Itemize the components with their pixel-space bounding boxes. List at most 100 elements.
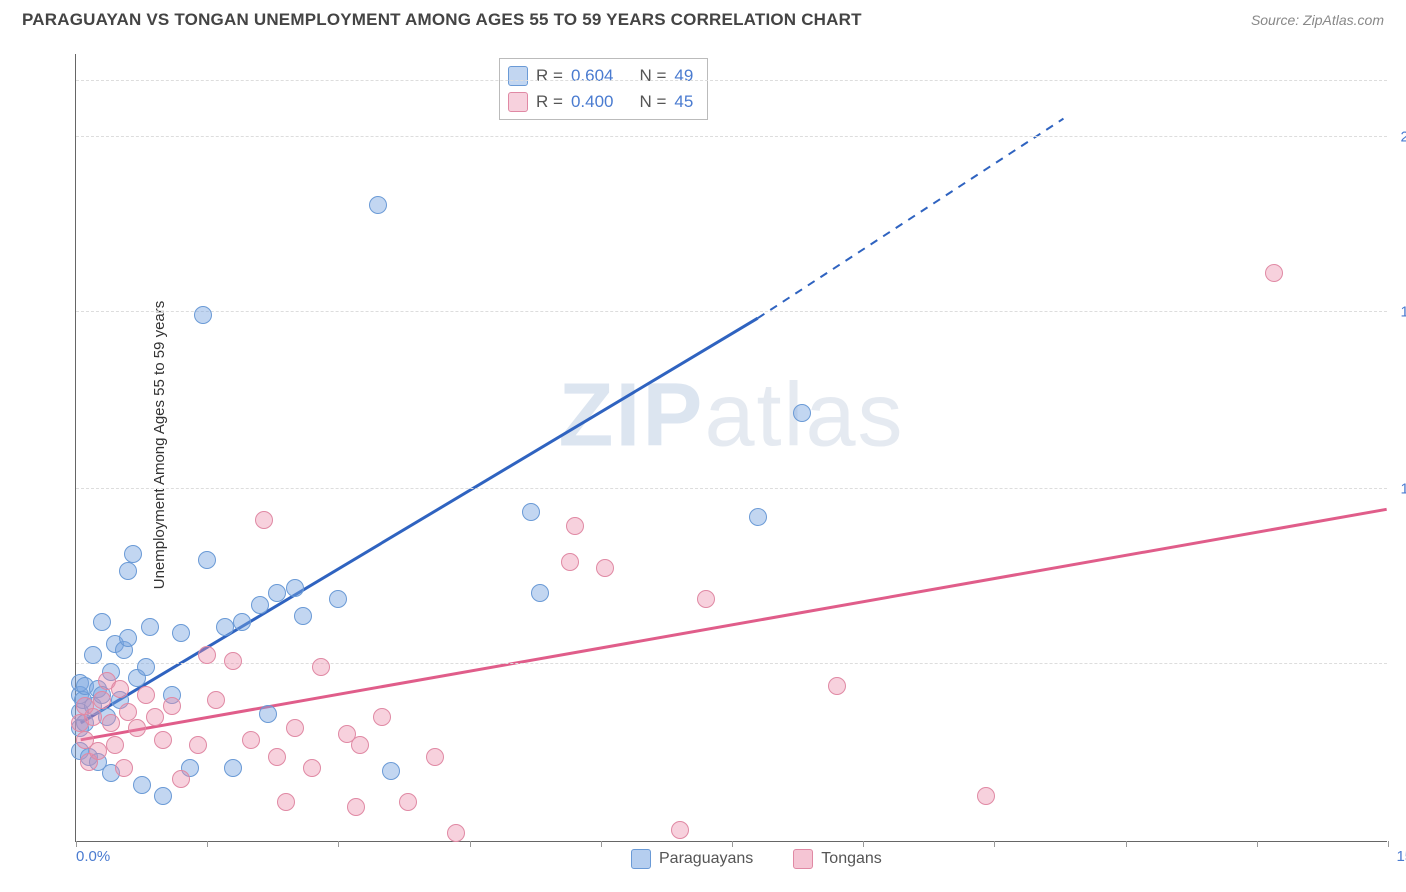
legend-label-tongans: Tongans: [821, 850, 882, 868]
scatter-point: [286, 719, 304, 737]
y-tick-label: 18.8%: [1400, 303, 1406, 320]
scatter-point: [207, 691, 225, 709]
trend-line-dashed: [758, 119, 1064, 319]
scatter-point: [198, 551, 216, 569]
scatter-point: [259, 705, 277, 723]
scatter-point: [89, 742, 107, 760]
scatter-point: [154, 731, 172, 749]
scatter-point: [697, 590, 715, 608]
scatter-point: [749, 508, 767, 526]
plot-area: ZIPatlas R = 0.604 N = 49 R = 0.400 N = …: [75, 54, 1387, 842]
scatter-point: [303, 759, 321, 777]
source-label: Source: ZipAtlas.com: [1251, 12, 1384, 28]
chart-container: Unemployment Among Ages 55 to 59 years Z…: [47, 40, 1387, 850]
stat-legend: R = 0.604 N = 49 R = 0.400 N = 45: [499, 58, 708, 120]
scatter-point: [233, 613, 251, 631]
scatter-point: [119, 703, 137, 721]
legend-item-paraguayans: Paraguayans: [631, 849, 753, 869]
scatter-point: [137, 686, 155, 704]
scatter-point: [255, 511, 273, 529]
scatter-point: [312, 658, 330, 676]
scatter-point: [242, 731, 260, 749]
scatter-point: [224, 652, 242, 670]
stat-r-tongans: 0.400: [571, 89, 614, 115]
scatter-point: [1265, 264, 1283, 282]
stat-r-label: R =: [536, 63, 563, 89]
scatter-point: [119, 562, 137, 580]
scatter-point: [522, 503, 540, 521]
scatter-point: [294, 607, 312, 625]
y-tick-label: 12.5%: [1400, 481, 1406, 498]
scatter-point: [566, 517, 584, 535]
x-tick: [863, 841, 864, 847]
stat-row-paraguayans: R = 0.604 N = 49: [508, 63, 693, 89]
chart-title: PARAGUAYAN VS TONGAN UNEMPLOYMENT AMONG …: [22, 10, 862, 30]
scatter-point: [793, 404, 811, 422]
swatch-tongans: [508, 92, 528, 112]
scatter-point: [198, 646, 216, 664]
scatter-point: [671, 821, 689, 839]
scatter-point: [369, 196, 387, 214]
watermark-bold: ZIP: [558, 366, 704, 466]
scatter-point: [84, 708, 102, 726]
stat-r-label: R =: [536, 89, 563, 115]
scatter-point: [277, 793, 295, 811]
scatter-point: [561, 553, 579, 571]
x-tick: [338, 841, 339, 847]
x-tick-max: 15.0%: [1396, 848, 1406, 865]
legend-swatch-paraguayans: [631, 849, 651, 869]
scatter-point: [531, 584, 549, 602]
scatter-point: [251, 596, 269, 614]
scatter-point: [102, 714, 120, 732]
scatter-point: [189, 736, 207, 754]
stat-r-paraguayans: 0.604: [571, 63, 614, 89]
scatter-point: [93, 691, 111, 709]
scatter-point: [268, 748, 286, 766]
scatter-point: [172, 624, 190, 642]
scatter-point: [224, 759, 242, 777]
stat-row-tongans: R = 0.400 N = 45: [508, 89, 693, 115]
stat-n-paraguayans: 49: [674, 63, 693, 89]
scatter-point: [146, 708, 164, 726]
x-tick: [732, 841, 733, 847]
scatter-point: [111, 680, 129, 698]
scatter-point: [93, 613, 111, 631]
legend-item-tongans: Tongans: [793, 849, 882, 869]
legend-label-paraguayans: Paraguayans: [659, 850, 753, 868]
legend-swatch-tongans: [793, 849, 813, 869]
scatter-point: [119, 629, 137, 647]
x-tick: [601, 841, 602, 847]
x-tick: [1388, 841, 1389, 847]
watermark: ZIPatlas: [558, 365, 904, 468]
stat-n-label: N =: [639, 89, 666, 115]
scatter-point: [382, 762, 400, 780]
scatter-point: [399, 793, 417, 811]
gridline-h: [76, 136, 1387, 137]
trend-line: [81, 509, 1387, 739]
scatter-point: [447, 824, 465, 842]
scatter-point: [84, 646, 102, 664]
x-tick-min: 0.0%: [76, 848, 110, 865]
regression-lines: [76, 54, 1387, 841]
stat-n-tongans: 45: [674, 89, 693, 115]
scatter-point: [194, 306, 212, 324]
scatter-point: [329, 590, 347, 608]
scatter-point: [268, 584, 286, 602]
gridline-h: [76, 311, 1387, 312]
x-tick: [207, 841, 208, 847]
x-tick: [1257, 841, 1258, 847]
x-tick: [994, 841, 995, 847]
stat-n-label: N =: [639, 63, 666, 89]
scatter-point: [216, 618, 234, 636]
x-tick: [1126, 841, 1127, 847]
scatter-point: [373, 708, 391, 726]
scatter-point: [128, 719, 146, 737]
scatter-point: [141, 618, 159, 636]
x-tick: [470, 841, 471, 847]
scatter-point: [133, 776, 151, 794]
scatter-point: [137, 658, 155, 676]
scatter-point: [154, 787, 172, 805]
scatter-point: [351, 736, 369, 754]
y-tick-label: 25.0%: [1400, 129, 1406, 146]
scatter-point: [596, 559, 614, 577]
